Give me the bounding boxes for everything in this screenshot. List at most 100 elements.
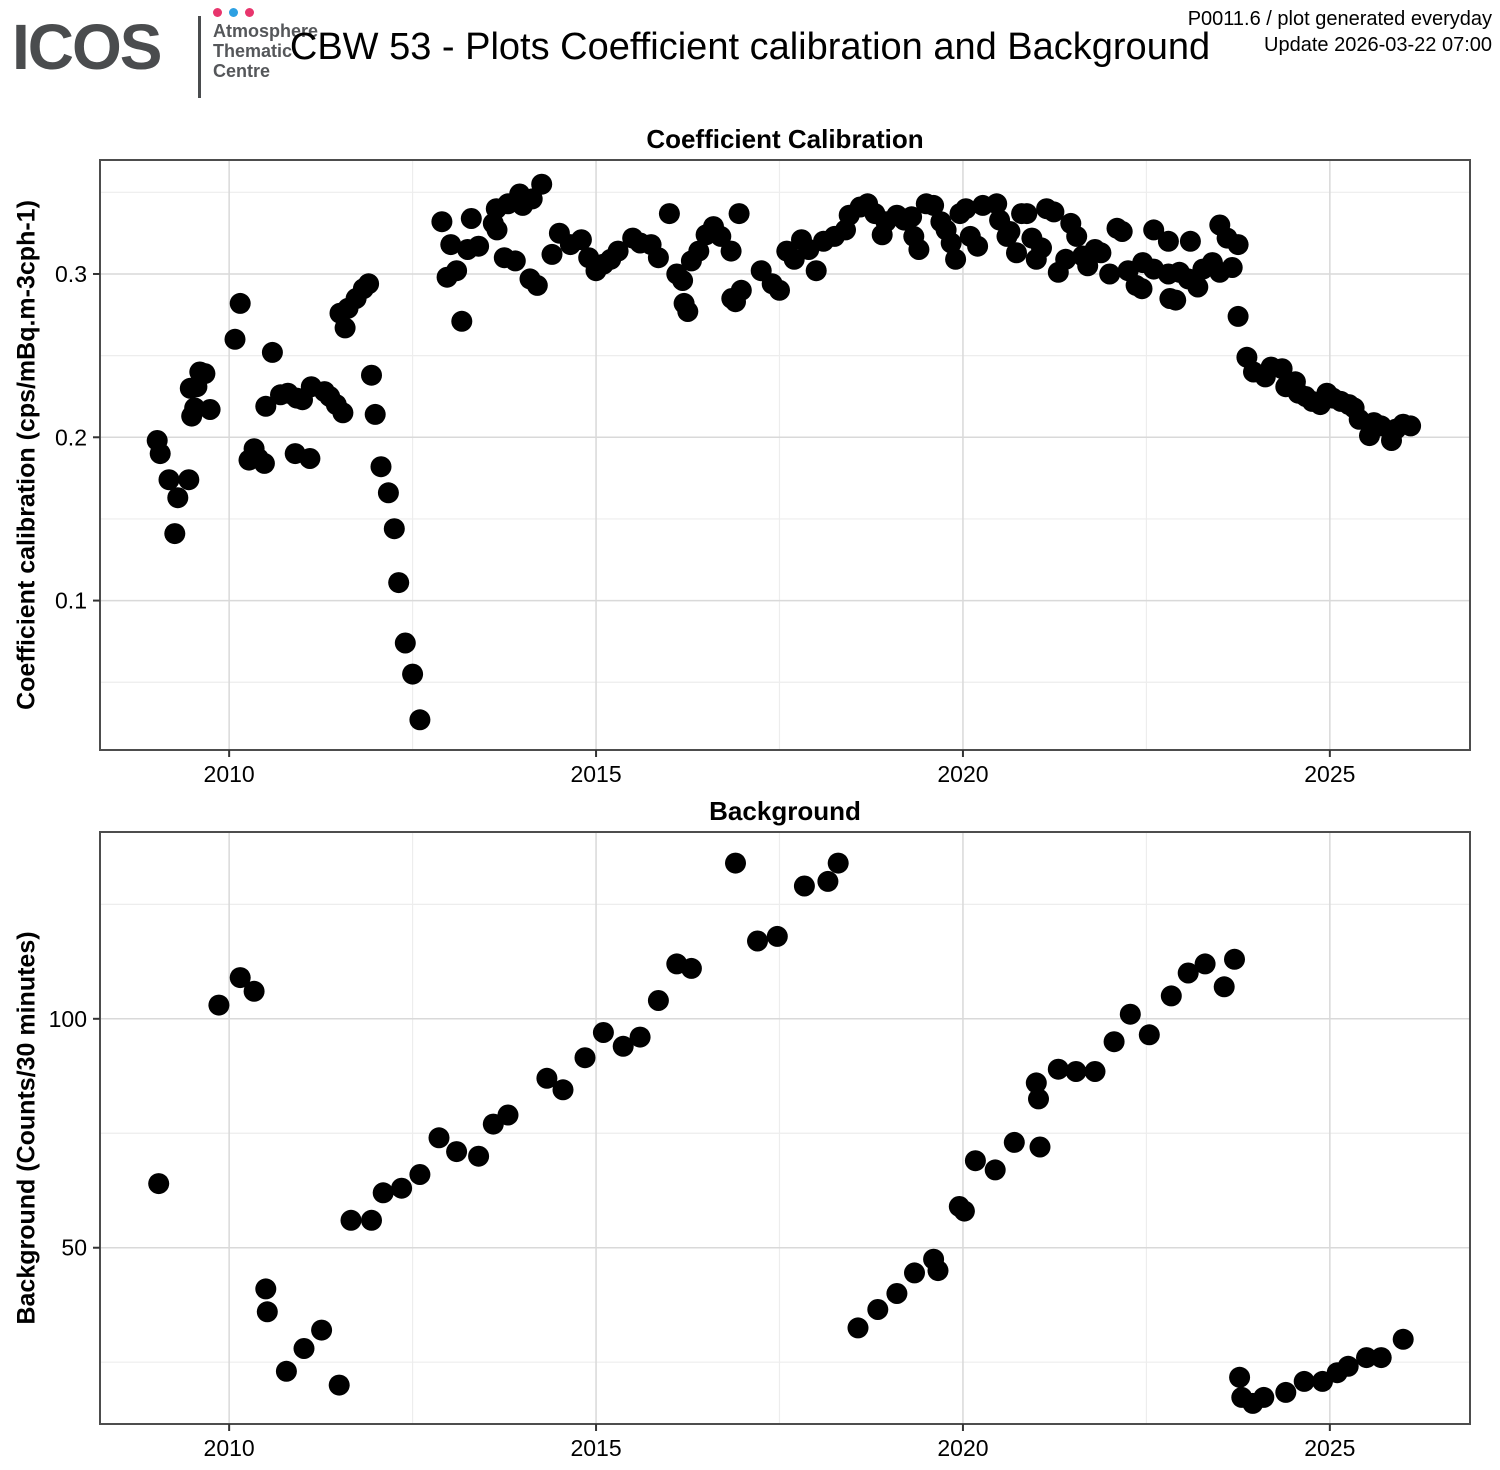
icos-logo: ICOS: [12, 11, 162, 83]
data-point: [1293, 1370, 1315, 1392]
data-point: [243, 980, 265, 1002]
data-point: [867, 1299, 889, 1320]
data-point: [629, 1026, 651, 1048]
data-point: [181, 405, 203, 427]
data-point: [964, 1150, 986, 1172]
data-point: [261, 341, 283, 363]
data-point: [999, 221, 1021, 242]
data-point: [1043, 201, 1065, 223]
data-point: [1271, 358, 1293, 380]
data-point: [208, 994, 230, 1016]
data-point: [1370, 1347, 1392, 1369]
data-point: [1065, 1061, 1087, 1082]
data-point: [340, 1209, 362, 1231]
panel-background: [100, 832, 1470, 1424]
data-point: [394, 632, 416, 654]
x-tick-label: 2015: [570, 1435, 621, 1461]
x-tick-label: 2020: [937, 1435, 988, 1461]
data-point: [531, 173, 553, 195]
data-point: [1029, 1136, 1051, 1158]
data-point: [468, 235, 490, 257]
data-point: [886, 1283, 908, 1304]
data-point: [388, 572, 410, 594]
logo-dot-pink-icon: [213, 8, 222, 17]
data-point: [1111, 221, 1133, 242]
data-point: [1400, 415, 1422, 437]
data-point: [769, 279, 790, 301]
x-tick-label: 2015: [570, 761, 621, 787]
data-point: [1003, 1131, 1025, 1153]
data-point: [229, 967, 251, 989]
data-point: [383, 518, 405, 540]
x-tick-label: 2025: [1304, 1435, 1355, 1461]
x-tick-label: 2010: [204, 1435, 255, 1461]
plot2-yaxis-title: Background (Counts/30 minutes): [12, 931, 41, 1325]
data-point: [402, 663, 424, 685]
plot1-yaxis-title: Coefficient calibration (cps/mBq.m-3cph-…: [12, 200, 41, 710]
data-point: [1066, 225, 1088, 247]
data-point: [391, 1177, 413, 1199]
data-point: [1031, 237, 1052, 259]
data-point: [552, 1079, 574, 1101]
data-point: [1131, 278, 1153, 300]
data-point: [1221, 257, 1243, 278]
data-point: [793, 875, 815, 897]
data-point: [1337, 1355, 1359, 1377]
data-point: [592, 1022, 614, 1043]
data-point: [1179, 230, 1201, 252]
data-point: [1160, 985, 1182, 1007]
data-point: [526, 274, 548, 296]
data-point: [1392, 1328, 1414, 1350]
data-point: [1187, 276, 1209, 298]
data-point: [710, 225, 732, 247]
data-point: [299, 448, 321, 469]
data-point: [1138, 1024, 1160, 1046]
data-point: [328, 1374, 350, 1396]
data-point: [1177, 962, 1199, 984]
data-point: [149, 443, 171, 465]
y-tick-label: 0.2: [55, 424, 87, 450]
data-point: [158, 469, 180, 491]
panel-border: [99, 831, 1471, 1425]
data-point: [847, 1317, 869, 1339]
data-point: [178, 469, 200, 491]
data-point: [817, 870, 839, 892]
data-point: [468, 1145, 490, 1167]
data-point: [541, 243, 563, 265]
data-point: [1213, 976, 1235, 998]
data-point: [361, 1209, 382, 1231]
update-timestamp: Update 2026-03-22 07:00: [1264, 34, 1492, 56]
data-point: [672, 270, 694, 291]
data-point: [1047, 1058, 1069, 1080]
data-point: [728, 203, 750, 225]
data-point: [1016, 203, 1038, 225]
data-point: [1227, 305, 1249, 327]
update-info: P0011.6 / plot generated everyday Update…: [1188, 6, 1492, 58]
x-tick-label: 2025: [1304, 761, 1355, 787]
data-point: [167, 487, 189, 509]
data-point: [1090, 242, 1112, 264]
data-point: [293, 1338, 315, 1359]
data-point: [1229, 1366, 1251, 1388]
data-point: [720, 240, 742, 262]
page-title: CBW 53 - Plots Coefficient calibration a…: [289, 26, 1211, 68]
data-point: [431, 211, 453, 233]
data-point: [766, 925, 788, 947]
data-point: [504, 250, 526, 272]
data-point: [923, 194, 945, 216]
data-point: [332, 402, 354, 424]
data-point: [164, 523, 186, 545]
data-point: [986, 193, 1008, 215]
data-point: [1006, 242, 1027, 264]
logo-subtitle-line2: Thematic: [213, 41, 293, 61]
data-point: [1028, 1088, 1049, 1110]
plot1-title: Coefficient Calibration: [646, 124, 924, 154]
x-tick-label: 2020: [937, 761, 988, 787]
data-point: [688, 240, 710, 262]
y-tick-label: 100: [49, 1006, 87, 1032]
logo-subtitle-line1: Atmosphere: [213, 21, 319, 41]
data-point: [497, 1104, 519, 1126]
data-point: [334, 317, 356, 339]
data-point: [486, 219, 508, 241]
